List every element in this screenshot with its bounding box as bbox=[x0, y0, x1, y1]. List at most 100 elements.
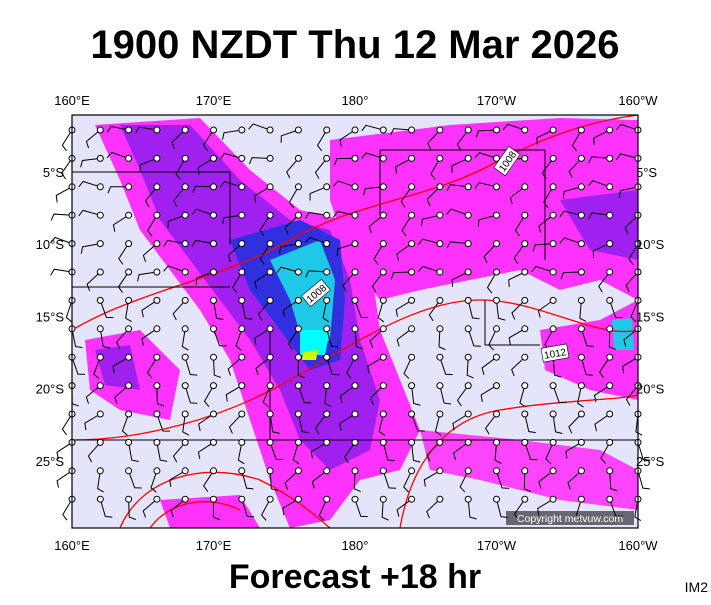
wind-barb bbox=[396, 498, 412, 517]
wind-station bbox=[266, 325, 274, 333]
wind-station bbox=[266, 126, 274, 134]
wind-station bbox=[323, 211, 331, 219]
wind-barb bbox=[314, 158, 328, 179]
wind-barb bbox=[197, 157, 214, 175]
wind-barb bbox=[99, 300, 114, 319]
wind-barb bbox=[156, 385, 165, 407]
wind-station bbox=[210, 325, 217, 333]
wind-station bbox=[606, 154, 614, 162]
wind-station bbox=[351, 325, 359, 333]
wind-barb bbox=[163, 265, 186, 273]
wind-barb bbox=[198, 413, 214, 432]
wind-station bbox=[408, 467, 416, 475]
wind-station bbox=[238, 325, 246, 333]
wind-barb bbox=[269, 470, 279, 492]
wind-station bbox=[521, 467, 529, 475]
wind-barb bbox=[466, 357, 474, 379]
wind-station bbox=[493, 495, 500, 503]
wind-station bbox=[238, 495, 246, 503]
wind-station bbox=[125, 325, 133, 333]
wind-barb bbox=[628, 243, 639, 265]
wind-barb bbox=[278, 243, 299, 254]
wind-barb bbox=[621, 356, 639, 374]
wind-station bbox=[266, 467, 274, 475]
wind-barb bbox=[71, 328, 83, 349]
wind-station bbox=[266, 268, 274, 276]
wind-barb bbox=[439, 357, 453, 376]
wind-station bbox=[210, 382, 217, 390]
wind-station bbox=[210, 211, 217, 219]
wind-station bbox=[96, 240, 104, 248]
lat-label: 20°S bbox=[636, 382, 665, 397]
wind-barb bbox=[395, 157, 412, 174]
wind-barb bbox=[417, 238, 441, 246]
wind-station bbox=[549, 126, 557, 134]
wind-barb bbox=[562, 186, 582, 199]
wind-barb bbox=[144, 186, 158, 208]
wind-barb bbox=[428, 300, 441, 322]
wind-station bbox=[379, 382, 387, 390]
wind-barb bbox=[316, 129, 328, 152]
wind-station bbox=[323, 296, 331, 304]
wind-barb bbox=[311, 470, 328, 489]
wind-barb bbox=[61, 413, 73, 436]
wind-station bbox=[210, 410, 217, 418]
wind-station bbox=[238, 467, 246, 475]
wind-barb bbox=[203, 470, 214, 492]
wind-barb bbox=[536, 129, 554, 145]
lon-label: 160°W bbox=[618, 93, 658, 108]
wind-station bbox=[493, 296, 500, 304]
wind-station bbox=[153, 183, 161, 191]
wind-barb bbox=[411, 413, 425, 432]
wind-barb bbox=[475, 129, 497, 138]
wind-barb bbox=[524, 413, 536, 434]
wind-station bbox=[210, 154, 217, 162]
wind-barb bbox=[494, 442, 502, 464]
wind-station bbox=[408, 495, 416, 503]
wind-barb bbox=[213, 328, 227, 347]
lat-label: 10°S bbox=[36, 237, 65, 252]
wind-station bbox=[606, 211, 614, 219]
wind-station bbox=[493, 183, 500, 191]
wind-station bbox=[125, 240, 133, 248]
precipitation bbox=[85, 118, 638, 528]
wind-barb bbox=[56, 441, 73, 460]
wind-station bbox=[125, 296, 133, 304]
wind-station bbox=[436, 467, 444, 475]
lon-label: 160°E bbox=[54, 93, 90, 108]
wind-station bbox=[521, 183, 529, 191]
lat-label: 5°S bbox=[43, 165, 64, 180]
wind-station bbox=[493, 268, 500, 276]
wind-station bbox=[323, 495, 331, 503]
wind-barb bbox=[453, 441, 469, 460]
wind-station bbox=[408, 353, 416, 361]
wind-station bbox=[606, 410, 614, 418]
wind-barb bbox=[519, 385, 526, 408]
wind-station bbox=[153, 495, 161, 503]
wind-station bbox=[549, 211, 557, 219]
wind-barb bbox=[483, 243, 497, 264]
wind-barb bbox=[467, 328, 481, 347]
wind-barb bbox=[222, 129, 242, 140]
wind-station bbox=[181, 467, 189, 475]
wind-station bbox=[153, 467, 161, 475]
wind-barb bbox=[99, 499, 113, 518]
wind-barb bbox=[280, 129, 299, 143]
wind-station bbox=[464, 296, 472, 304]
wind-station bbox=[294, 325, 302, 333]
wind-station bbox=[153, 382, 161, 390]
wind-barb bbox=[241, 499, 255, 518]
wind-barb bbox=[616, 153, 639, 160]
wind-barb bbox=[559, 210, 582, 218]
wind-station bbox=[577, 353, 585, 361]
wind-barb bbox=[227, 356, 243, 376]
wind-station bbox=[181, 240, 189, 248]
wind-barb bbox=[112, 356, 129, 374]
wind-barb bbox=[625, 271, 639, 292]
wind-barb bbox=[423, 470, 441, 487]
image-code: IM2 bbox=[685, 579, 709, 595]
wind-barb bbox=[339, 385, 356, 403]
wind-station bbox=[323, 353, 331, 361]
wind-barb bbox=[343, 442, 356, 464]
wind-barb bbox=[318, 498, 328, 521]
